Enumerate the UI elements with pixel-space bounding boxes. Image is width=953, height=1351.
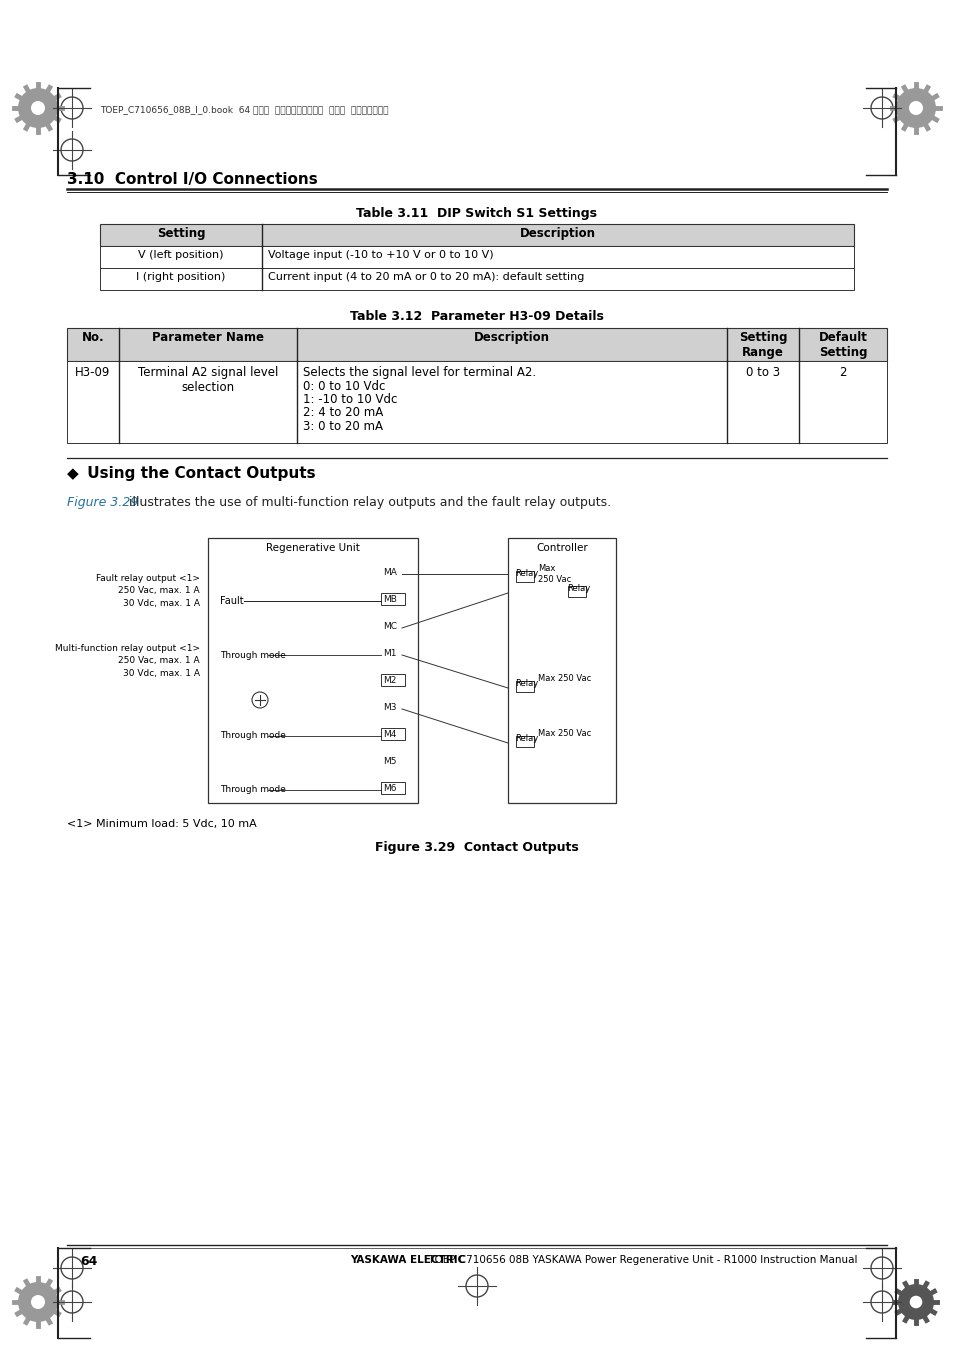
Bar [100,224,853,246]
Text: Setting: Setting [156,227,205,240]
Text: <1> Minimum load: 5 Vdc, 10 mA: <1> Minimum load: 5 Vdc, 10 mA [67,819,256,830]
Circle shape [30,101,45,115]
Text: Figure 3.29  Contact Outputs: Figure 3.29 Contact Outputs [375,842,578,854]
Circle shape [897,1283,933,1320]
Text: Default
Setting: Default Setting [818,331,866,359]
Circle shape [18,1282,58,1323]
Bar [380,674,405,686]
Text: MA: MA [383,567,396,577]
Text: M2: M2 [383,676,396,685]
Text: 1: -10 to 10 Vdc: 1: -10 to 10 Vdc [303,393,397,407]
Text: Controller: Controller [536,543,587,553]
Text: Terminal A2 signal level
selection: Terminal A2 signal level selection [137,366,278,394]
Text: M1: M1 [383,648,396,658]
Text: 2: 2 [839,366,846,380]
Text: Max 250 Vac: Max 250 Vac [537,674,591,684]
Text: Multi-function relay output <1>
250 Vac, max. 1 A
30 Vdc, max. 1 A: Multi-function relay output <1> 250 Vac,… [55,644,200,678]
Text: Table 3.12  Parameter H3-09 Details: Table 3.12 Parameter H3-09 Details [350,309,603,323]
Text: Max
250 Vac: Max 250 Vac [537,563,571,584]
Text: Current input (4 to 20 mA or 0 to 20 mA): default setting: Current input (4 to 20 mA or 0 to 20 mA)… [268,272,584,282]
Text: Through mode: Through mode [220,785,286,794]
Text: Description: Description [519,227,596,240]
Bar [100,267,853,290]
Text: M5: M5 [383,757,396,766]
Bar [67,361,886,443]
Text: V (left position): V (left position) [138,250,224,259]
Bar [516,681,534,692]
Circle shape [908,101,923,115]
Text: M4: M4 [383,730,396,739]
Text: Fault: Fault [220,596,243,607]
Text: illustrates the use of multi-function relay outputs and the fault relay outputs.: illustrates the use of multi-function re… [125,496,611,509]
Text: M6: M6 [383,784,396,793]
Text: Through mode: Through mode [220,650,286,659]
Text: Description: Description [474,331,550,345]
Text: 0 to 3: 0 to 3 [745,366,780,380]
Text: MB: MB [383,594,396,604]
Bar [380,728,405,740]
Text: Regenerative Unit: Regenerative Unit [266,543,359,553]
Text: Max 250 Vac: Max 250 Vac [537,730,591,738]
Text: H3-09: H3-09 [75,366,111,380]
Text: Voltage input (-10 to +10 V or 0 to 10 V): Voltage input (-10 to +10 V or 0 to 10 V… [268,250,493,259]
Bar [100,246,853,267]
Text: TOEP_C710656_08B_I_0.book  64 ページ  ２０１５年２月５日  木曜日  午前１０時７分: TOEP_C710656_08B_I_0.book 64 ページ ２０１５年２月… [100,105,388,115]
Bar [507,538,616,802]
Text: Parameter Name: Parameter Name [152,331,264,345]
Text: Selects the signal level for terminal A2.: Selects the signal level for terminal A2… [303,366,536,380]
Text: 3: 0 to 20 mA: 3: 0 to 20 mA [303,420,382,434]
Text: Using the Contact Outputs: Using the Contact Outputs [82,466,315,481]
Text: Through mode: Through mode [220,731,286,740]
Text: MC: MC [382,621,396,631]
Text: 64: 64 [80,1255,97,1269]
Text: Table 3.11  DIP Switch S1 Settings: Table 3.11 DIP Switch S1 Settings [356,207,597,220]
Bar [567,586,585,597]
Text: Setting
Range: Setting Range [738,331,786,359]
Bar [380,593,405,605]
Text: Relay: Relay [566,584,590,593]
Text: M3: M3 [383,703,396,712]
Text: I (right position): I (right position) [136,272,226,282]
Text: Fault relay output <1>
250 Vac, max. 1 A
30 Vdc, max. 1 A: Fault relay output <1> 250 Vac, max. 1 A… [96,574,200,608]
Text: Relay: Relay [515,569,537,578]
Circle shape [909,1296,922,1308]
Circle shape [18,88,58,128]
Text: No.: No. [82,331,104,345]
Circle shape [895,88,935,128]
Bar [67,328,886,361]
Bar [208,538,417,802]
Text: TOEP C710656 08B YASKAWA Power Regenerative Unit - R1000 Instruction Manual: TOEP C710656 08B YASKAWA Power Regenerat… [424,1255,857,1265]
Text: Relay: Relay [515,680,537,688]
Text: 2: 4 to 20 mA: 2: 4 to 20 mA [303,407,383,420]
Text: ◆: ◆ [67,466,79,481]
Bar [516,571,534,582]
Text: Relay: Relay [515,734,537,743]
Bar [516,736,534,747]
Circle shape [30,1296,45,1309]
Text: 3.10  Control I/O Connections: 3.10 Control I/O Connections [67,172,317,186]
Text: YASKAWA ELECTRIC: YASKAWA ELECTRIC [350,1255,465,1265]
Bar [380,782,405,794]
Text: Figure 3.29: Figure 3.29 [67,496,138,509]
Text: 0: 0 to 10 Vdc: 0: 0 to 10 Vdc [303,380,385,393]
